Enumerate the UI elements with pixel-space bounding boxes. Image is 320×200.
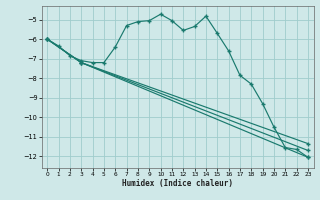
X-axis label: Humidex (Indice chaleur): Humidex (Indice chaleur) [122,179,233,188]
